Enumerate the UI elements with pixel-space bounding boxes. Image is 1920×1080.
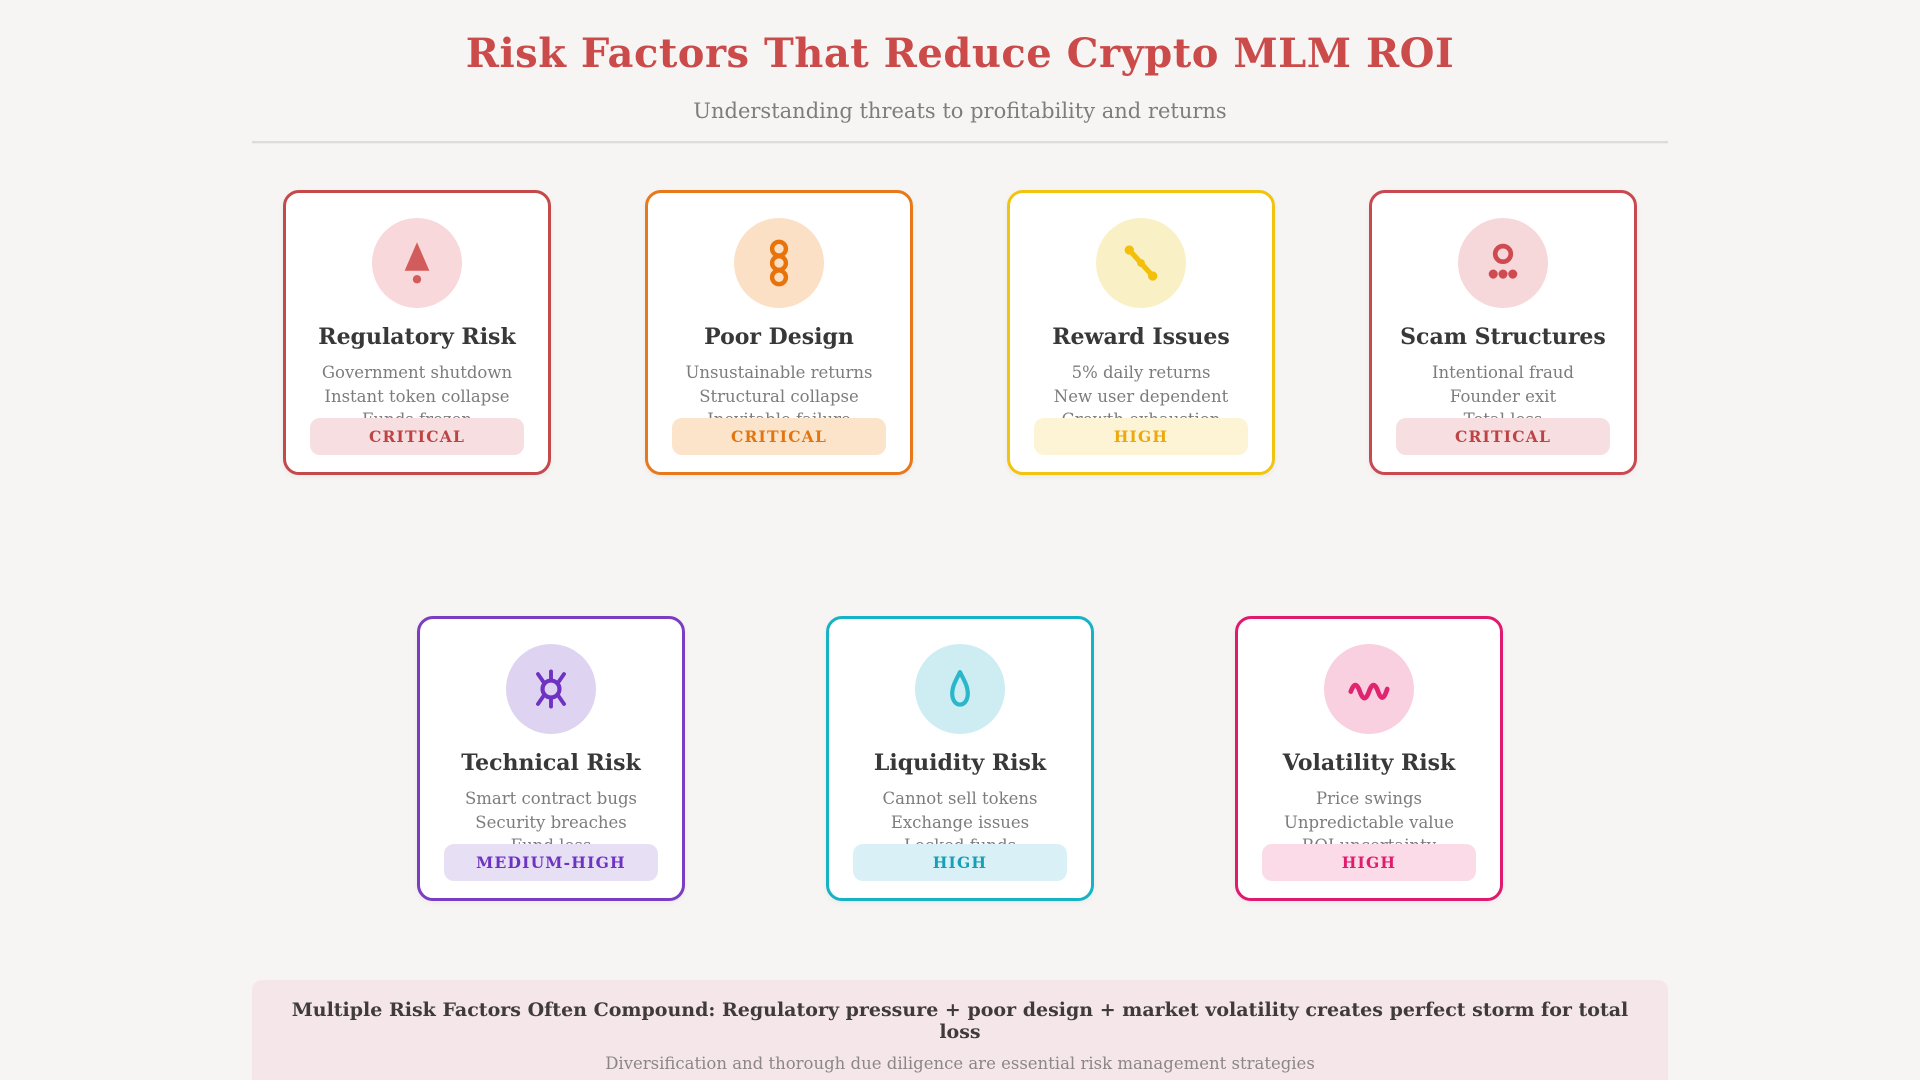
risk-card-volatility: Volatility Risk Price swings Unpredictab… [1235, 616, 1503, 901]
card-title: Regulatory Risk [318, 324, 516, 350]
card-item: Unsustainable returns [685, 363, 873, 382]
card-item: Instant token collapse [324, 386, 510, 406]
severity-badge: HIGH [1034, 418, 1248, 455]
card-item: Government shutdown [321, 363, 513, 382]
risk-cards-row-1: Regulatory Risk Government shutdown Inst… [252, 190, 1668, 475]
severity-badge: CRITICAL [672, 418, 886, 455]
bug-icon [506, 644, 596, 734]
card-item: New user dependent [1053, 386, 1229, 406]
severity-badge: CRITICAL [1396, 418, 1610, 455]
risk-card-scam-structures: Scam Structures Intentional fraud Founde… [1369, 190, 1637, 475]
card-title: Technical Risk [461, 750, 641, 776]
risk-card-reward-issues: Reward Issues 5% daily returns New user … [1007, 190, 1275, 475]
card-item: Structural collapse [699, 386, 859, 406]
card-items: Cannot sell tokens Exchange issues Locke… [829, 787, 1091, 858]
header: Risk Factors That Reduce Crypto MLM ROI … [252, 0, 1668, 143]
card-item: Unpredictable value [1284, 812, 1454, 832]
header-divider [252, 141, 1668, 143]
card-item: Security breaches [475, 812, 627, 832]
risk-card-liquidity: Liquidity Risk Cannot sell tokens Exchan… [826, 616, 1094, 901]
severity-badge: CRITICAL [310, 418, 524, 455]
risk-card-technical: Technical Risk Smart contract bugs Secur… [417, 616, 685, 901]
card-item: Founder exit [1449, 386, 1557, 406]
page-subtitle: Understanding threats to profitability a… [693, 99, 1227, 123]
risk-cards-grid: Regulatory Risk Government shutdown Inst… [252, 190, 1668, 901]
page: Risk Factors That Reduce Crypto MLM ROI … [252, 0, 1668, 1080]
risk-card-regulatory: Regulatory Risk Government shutdown Inst… [283, 190, 551, 475]
card-item: Intentional fraud [1431, 363, 1574, 382]
card-title: Reward Issues [1052, 324, 1230, 350]
card-item: Cannot sell tokens [882, 789, 1038, 808]
pyramid-hierarchy-icon [1458, 218, 1548, 308]
banner-headline: Multiple Risk Factors Often Compound: Re… [291, 999, 1629, 1043]
risk-card-poor-design: Poor Design Unsustainable returns Struct… [645, 190, 913, 475]
card-title: Volatility Risk [1282, 750, 1456, 776]
card-item: 5% daily returns [1071, 363, 1211, 382]
card-item: Smart contract bugs [464, 789, 638, 808]
severity-badge: MEDIUM-HIGH [444, 844, 658, 881]
warning-triangle-icon [372, 218, 462, 308]
severity-badge: HIGH [853, 844, 1067, 881]
banner-subtext: Diversification and thorough due diligen… [605, 1054, 1315, 1073]
risk-cards-row-2: Technical Risk Smart contract bugs Secur… [252, 616, 1668, 901]
droplet-icon [915, 644, 1005, 734]
page-title: Risk Factors That Reduce Crypto MLM ROI [465, 30, 1455, 77]
card-title: Scam Structures [1400, 324, 1606, 350]
declining-trendline-icon [1096, 218, 1186, 308]
compound-risk-banner: Multiple Risk Factors Often Compound: Re… [252, 980, 1668, 1080]
card-title: Poor Design [704, 324, 854, 350]
card-title: Liquidity Risk [873, 750, 1047, 776]
chain-links-icon [734, 218, 824, 308]
card-item: Price swings [1315, 789, 1423, 808]
severity-badge: HIGH [1262, 844, 1476, 881]
wave-icon [1324, 644, 1414, 734]
card-item: Exchange issues [890, 812, 1030, 832]
